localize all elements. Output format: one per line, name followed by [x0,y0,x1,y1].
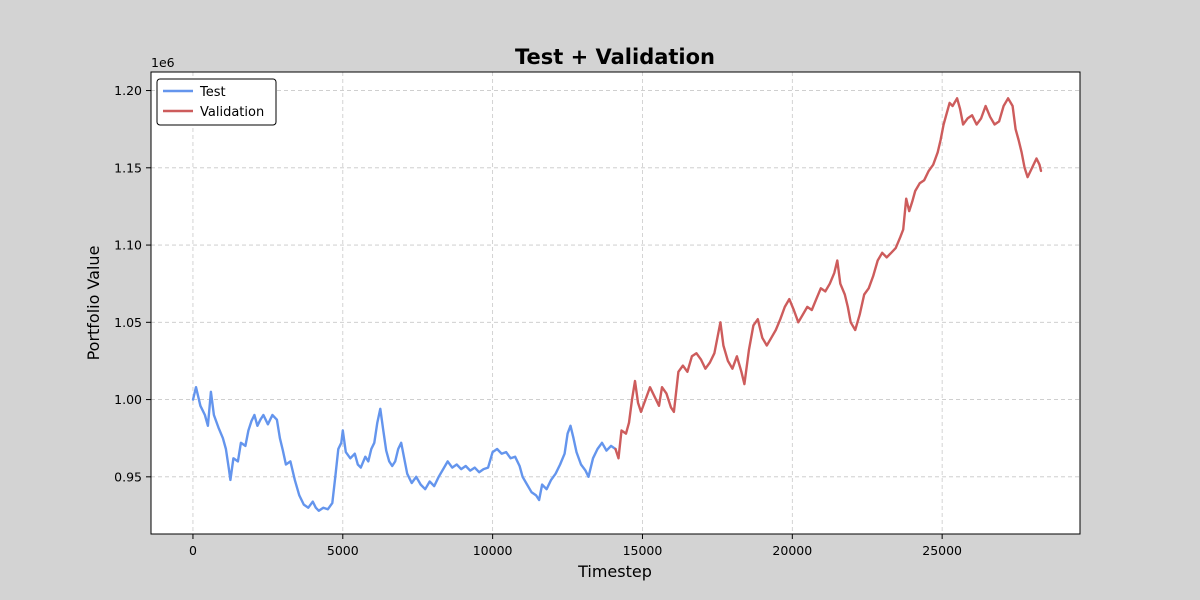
series-layer [191,97,1043,512]
y-tick-label: 1.05 [114,315,142,330]
y-tick-label: 1.20 [114,83,142,98]
y-tick-label: 1.15 [114,160,142,175]
plot-frame [150,71,1081,535]
x-tick-label: 5000 [327,543,359,558]
grid [151,72,1080,534]
x-tick-label: 0 [189,543,197,558]
chart-title: Test + Validation [515,45,715,69]
x-axis: 0 5000 10000 15000 20000 25000 [189,534,962,558]
legend-label-validation: Validation [200,105,264,120]
x-axis-label: Timestep [577,562,652,581]
x-tick-label: 15000 [623,543,663,558]
y-tick-label: 1.00 [114,392,142,407]
y-offset-label: 1e6 [151,55,175,70]
x-tick-label: 25000 [922,543,962,558]
series-line-test [191,386,617,512]
x-tick-label: 20000 [772,543,812,558]
x-tick-label: 10000 [473,543,513,558]
y-tick-label: 1.10 [114,238,142,253]
y-axis-label: Portfolio Value [84,246,103,361]
legend: Test Validation [156,78,277,126]
legend-label-test: Test [199,85,226,100]
plot-area [151,72,1080,534]
y-axis: 0.95 1.00 1.05 1.10 1.15 1.20 [114,83,151,484]
y-tick-label: 0.95 [114,469,142,484]
series-line-validation [614,97,1043,460]
